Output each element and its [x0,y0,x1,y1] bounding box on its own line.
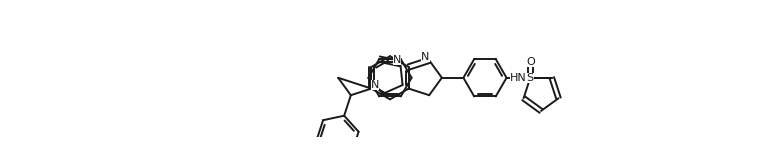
Text: N: N [421,52,429,62]
Text: N: N [393,55,402,65]
Text: N: N [371,81,380,90]
Text: HN: HN [510,73,527,83]
Text: S: S [527,73,533,83]
Text: O: O [526,57,535,67]
